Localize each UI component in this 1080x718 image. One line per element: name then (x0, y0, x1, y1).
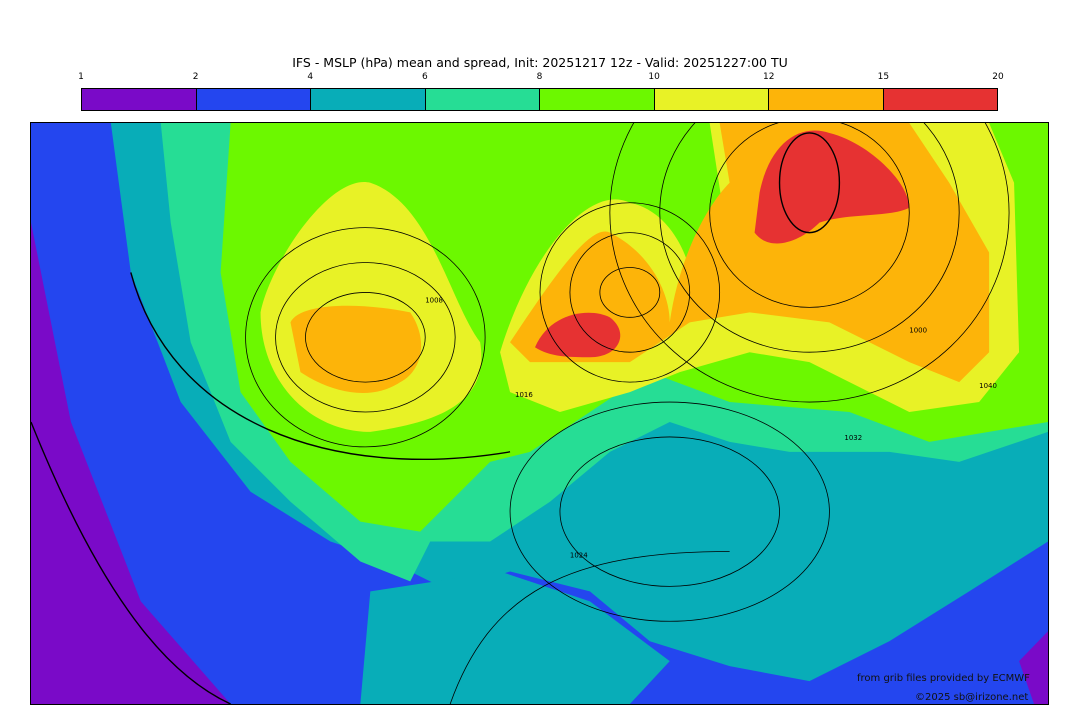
spread-band-purple (31, 222, 231, 704)
spread-band-purple-east (1019, 631, 1048, 704)
isobar-label: 1000 (909, 326, 927, 334)
colorbar-swatch (769, 89, 884, 110)
colorbar-swatch (82, 89, 197, 110)
spread-band-red-1 (535, 312, 621, 358)
isobar-label: 1008 (425, 296, 443, 304)
spread-band-teal-south (360, 571, 670, 704)
isobar-label: 1040 (979, 382, 997, 390)
map-title: IFS - MSLP (hPa) mean and spread, Init: … (292, 55, 788, 70)
colorbar-swatch (425, 89, 540, 110)
colorbar-swatch (540, 89, 655, 110)
isobar-label: 1016 (515, 391, 533, 399)
spread-band-red-2 (754, 130, 910, 244)
colorbar-tick: 4 (307, 72, 314, 82)
colorbar-tick: 12 (763, 72, 775, 82)
copyright: ©2025 sb@irizone.net (915, 692, 1029, 703)
colorbar-tick: 20 (992, 72, 1004, 82)
colorbar-swatch (311, 89, 426, 110)
colorbar-tick: 6 (422, 72, 428, 82)
colorbar-tick: 15 (877, 72, 890, 82)
colorbar-tick: 10 (648, 72, 660, 82)
colorbar-tick: 1 (78, 72, 84, 82)
spread-band-orange-west (290, 305, 422, 393)
isobar-label: 1032 (844, 434, 862, 442)
colorbar-tick: 2 (192, 72, 199, 82)
colorbar-tick: 8 (536, 72, 543, 82)
isobar-labels: 1024 1016 1008 1000 1032 1040 (425, 296, 997, 559)
colorbar-swatch (196, 89, 311, 110)
source-credit: from grib files provided by ECMWF (857, 673, 1030, 684)
colorbar-swatch (883, 89, 997, 110)
isobar-label: 1024 (570, 552, 588, 560)
colorbar-swatch (654, 89, 769, 110)
colorbar (81, 88, 998, 111)
isobars (31, 123, 1010, 704)
mslp-spread-map: 1024 1016 1008 1000 1032 1040 (30, 122, 1049, 705)
